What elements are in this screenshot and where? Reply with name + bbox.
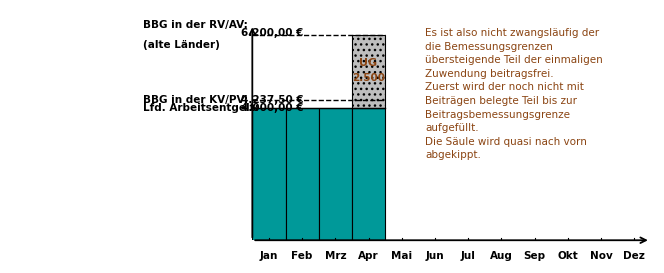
Text: Aug: Aug: [490, 251, 513, 261]
Text: UG: UG: [359, 58, 378, 68]
Bar: [252, 108, 286, 240]
Text: 4.237,50 €: 4.237,50 €: [241, 95, 303, 105]
Bar: [286, 108, 319, 240]
Text: Mrz: Mrz: [325, 251, 346, 261]
Text: (alte Länder): (alte Länder): [143, 40, 220, 50]
Text: Apr: Apr: [358, 251, 379, 261]
Text: Dez: Dez: [623, 251, 645, 261]
Text: Jun: Jun: [426, 251, 444, 261]
Bar: [352, 108, 385, 240]
Text: Sep: Sep: [523, 251, 546, 261]
Text: BBG in der KV/PV:: BBG in der KV/PV:: [143, 95, 248, 105]
Bar: [319, 108, 352, 240]
Text: BBG in der RV/AV:: BBG in der RV/AV:: [143, 20, 248, 30]
Text: 2.500: 2.500: [352, 73, 385, 83]
Text: Lfd. Arbeitsentgelt:: Lfd. Arbeitsentgelt:: [143, 103, 258, 113]
Text: Jul: Jul: [461, 251, 475, 261]
Text: Es ist also nicht zwangsläufig der
die Bemessungsgrenzen
übersteigende Teil der : Es ist also nicht zwangsläufig der die B…: [425, 28, 603, 161]
Text: Jan: Jan: [260, 251, 278, 261]
Bar: [352, 35, 385, 108]
Text: 6.200,00 €: 6.200,00 €: [241, 28, 303, 38]
Text: Nov: Nov: [590, 251, 612, 261]
Text: Okt: Okt: [557, 251, 578, 261]
Text: Mai: Mai: [391, 251, 412, 261]
Text: 4.000,00 €: 4.000,00 €: [241, 103, 303, 113]
Text: Feb: Feb: [291, 251, 313, 261]
